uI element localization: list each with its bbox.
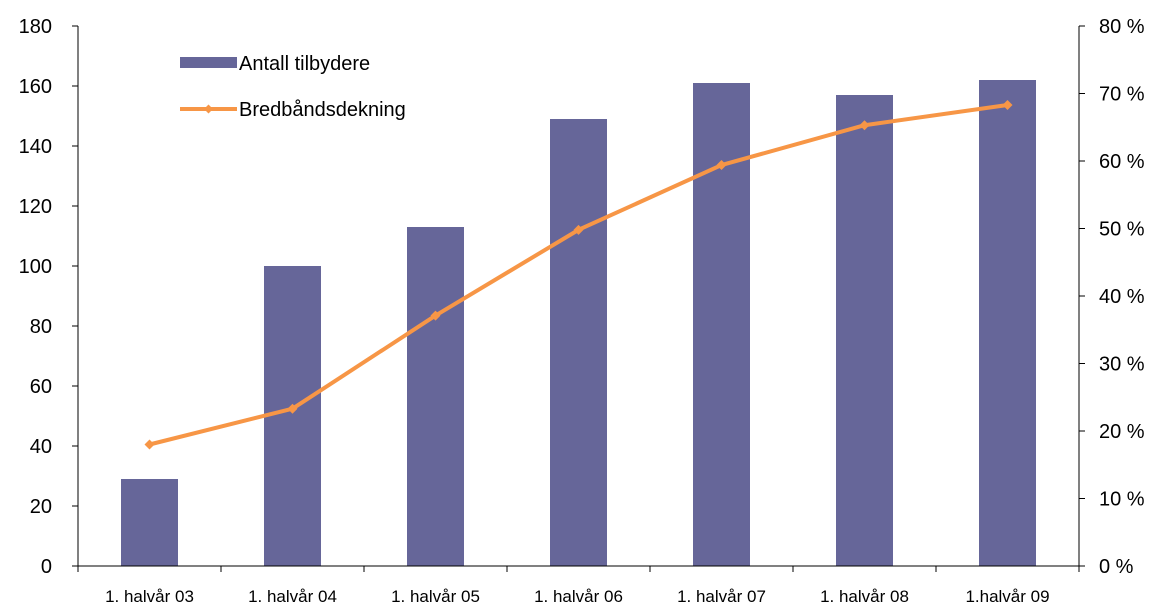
bar <box>121 479 178 566</box>
y-left-tick-label: 0 <box>41 556 52 578</box>
bar <box>836 95 893 566</box>
legend-label-line: Bredbåndsdekning <box>239 99 406 121</box>
y-right-tick-label: 80 % <box>1099 16 1145 38</box>
bars-layer <box>121 80 1036 566</box>
legend-swatch-bar <box>180 57 237 68</box>
line-point <box>716 160 727 171</box>
line-point <box>573 224 584 235</box>
y-right-tick-label: 70 % <box>1099 84 1145 106</box>
y-right-tick-label: 20 % <box>1099 421 1145 443</box>
bar <box>407 227 464 566</box>
bar <box>264 266 321 566</box>
x-tick-label: 1. halvår 08 <box>820 587 909 606</box>
y-left-tick-label: 60 <box>30 376 52 398</box>
bar <box>693 83 750 566</box>
y-right-tick-label: 60 % <box>1099 151 1145 173</box>
y-right-tick-label: 50 % <box>1099 219 1145 241</box>
line-point <box>287 403 298 414</box>
y-left-tick-label: 160 <box>19 76 52 98</box>
line-point <box>859 120 870 131</box>
x-tick-label: 1. halvår 05 <box>391 587 480 606</box>
x-tick-label: 1.halvår 09 <box>965 587 1049 606</box>
legend-label-bar: Antall tilbydere <box>239 53 370 75</box>
x-tick-label: 1. halvår 04 <box>248 587 337 606</box>
y-right-tick-label: 40 % <box>1099 286 1145 308</box>
y-right-tick-label: 0 % <box>1099 556 1134 578</box>
x-tick-label: 1. halvår 06 <box>534 587 623 606</box>
y-left-tick-label: 40 <box>30 436 52 458</box>
y-left-tick-label: 120 <box>19 196 52 218</box>
legend-swatch-marker <box>204 104 213 114</box>
line-point <box>430 310 441 321</box>
bar <box>979 80 1036 566</box>
x-tick-label: 1. halvår 03 <box>105 587 194 606</box>
line-point <box>1002 99 1013 110</box>
y-left-tick-label: 100 <box>19 256 52 278</box>
y-left-tick-label: 20 <box>30 496 52 518</box>
x-tick-label: 1. halvår 07 <box>677 587 766 606</box>
bar <box>550 119 607 566</box>
y-right-tick-label: 10 % <box>1099 489 1145 511</box>
line-series-layer <box>144 99 1013 450</box>
y-left-tick-label: 80 <box>30 316 52 338</box>
line-point <box>144 439 155 450</box>
ticks-layer: 0 20 40 60 80 100 120 140 160 180 0 % 10 % 20 % 30 % 4… <box>19 16 1145 606</box>
y-left-tick-label: 180 <box>19 16 52 38</box>
y-right-tick-label: 30 % <box>1099 354 1145 376</box>
legend: Antall tilbydere Bredbåndsdekning <box>180 53 406 121</box>
y-left-tick-label: 140 <box>19 136 52 158</box>
